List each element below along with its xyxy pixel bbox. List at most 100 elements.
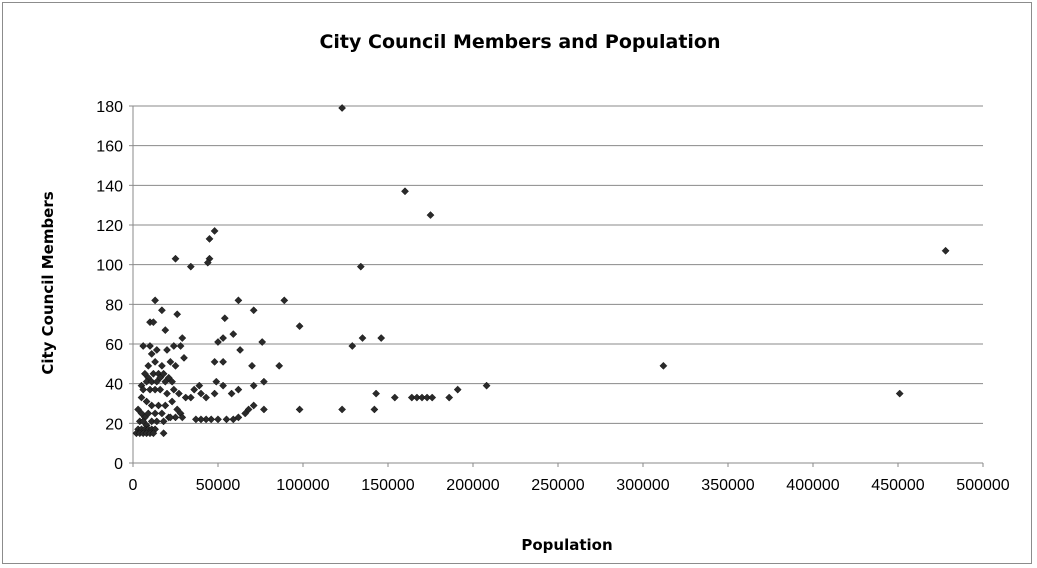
x-tick-label: 450000 — [871, 477, 924, 494]
data-point — [151, 409, 159, 418]
data-point — [166, 413, 175, 422]
data-point — [338, 405, 346, 414]
data-point — [154, 401, 163, 410]
data-point — [151, 385, 159, 394]
data-point — [234, 413, 243, 422]
data-point — [241, 409, 250, 418]
data-point — [158, 361, 166, 370]
data-point — [348, 342, 357, 350]
x-tick-label: 250000 — [531, 477, 584, 494]
data-point — [166, 357, 175, 366]
data-point — [192, 415, 200, 424]
data-point — [219, 334, 227, 342]
data-point — [146, 342, 154, 350]
data-point — [372, 389, 380, 398]
data-point — [428, 393, 437, 402]
y-tick-label: 160 — [96, 139, 123, 156]
data-point — [197, 415, 205, 424]
y-axis-label: City Council Members — [39, 191, 57, 374]
data-point — [161, 326, 170, 334]
data-point — [168, 377, 176, 386]
data-point — [280, 296, 289, 305]
data-point — [144, 361, 153, 370]
data-point — [895, 389, 904, 398]
data-point — [249, 401, 258, 410]
scatter-chart: City Council Members and Population 0 20 4… — [39, 31, 1010, 554]
data-point — [401, 187, 409, 196]
data-point — [151, 357, 159, 366]
data-point — [149, 369, 158, 378]
x-tick-label: 300000 — [616, 477, 669, 494]
data-point — [423, 393, 431, 402]
data-point — [482, 381, 491, 390]
data-point — [149, 429, 158, 438]
x-axis-ticks: 0 50000 100000 150000 200000 250000 300000 3500… — [129, 463, 1010, 494]
data-point — [158, 306, 166, 315]
data-point — [178, 334, 187, 342]
data-point — [426, 211, 435, 219]
data-point — [147, 417, 156, 426]
x-tick-label: 0 — [129, 477, 138, 494]
data-point — [178, 413, 187, 422]
data-point — [202, 415, 210, 424]
data-point — [168, 397, 176, 406]
data-point — [190, 385, 199, 394]
data-point — [137, 393, 146, 402]
data-point — [147, 377, 156, 386]
data-point — [139, 342, 148, 350]
y-tick-label: 180 — [96, 99, 123, 116]
x-tick-label: 200000 — [446, 477, 499, 494]
data-point — [158, 409, 166, 418]
data-point — [295, 405, 304, 414]
data-point — [171, 254, 180, 263]
data-point — [219, 357, 227, 366]
y-axis-ticks: 0 20 40 60 80 100 120 140 160 180 — [96, 99, 133, 473]
data-point — [180, 354, 188, 362]
data-point — [219, 381, 227, 390]
y-tick-label: 100 — [96, 258, 123, 275]
data-point — [210, 227, 219, 235]
data-point — [249, 306, 258, 315]
x-tick-label: 150000 — [361, 477, 414, 494]
y-tick-label: 60 — [105, 337, 123, 354]
data-point — [195, 381, 204, 390]
y-tick-label: 20 — [105, 416, 123, 433]
data-point — [159, 417, 168, 426]
y-tick-label: 0 — [114, 456, 123, 473]
x-tick-label: 50000 — [196, 477, 241, 494]
data-point — [197, 389, 205, 398]
data-point — [236, 346, 244, 354]
data-point — [453, 385, 462, 394]
data-point — [156, 385, 165, 394]
x-tick-label: 500000 — [956, 477, 1009, 494]
data-point — [390, 393, 399, 402]
data-point — [260, 405, 268, 414]
data-point — [210, 389, 219, 398]
y-tick-label: 80 — [105, 297, 123, 314]
data-point — [175, 389, 183, 398]
data-point — [163, 346, 171, 354]
x-tick-label: 350000 — [701, 477, 754, 494]
y-tick-label: 40 — [105, 377, 123, 394]
x-tick-label: 400000 — [786, 477, 839, 494]
data-point — [370, 405, 379, 414]
data-point — [941, 246, 950, 255]
data-point — [171, 413, 180, 422]
data-point — [445, 393, 454, 402]
data-point — [377, 334, 386, 342]
data-point — [144, 409, 153, 418]
x-axis-label: Population — [521, 536, 612, 554]
data-point — [142, 377, 151, 386]
data-point — [186, 262, 195, 271]
data-point — [152, 346, 161, 354]
data-point — [203, 258, 212, 267]
data-point — [152, 417, 161, 426]
data-point — [139, 385, 148, 394]
data-point — [212, 377, 221, 386]
data-point — [258, 338, 267, 346]
data-point — [407, 393, 416, 402]
data-point — [659, 361, 668, 370]
data-point — [173, 310, 182, 319]
data-point — [171, 361, 180, 370]
